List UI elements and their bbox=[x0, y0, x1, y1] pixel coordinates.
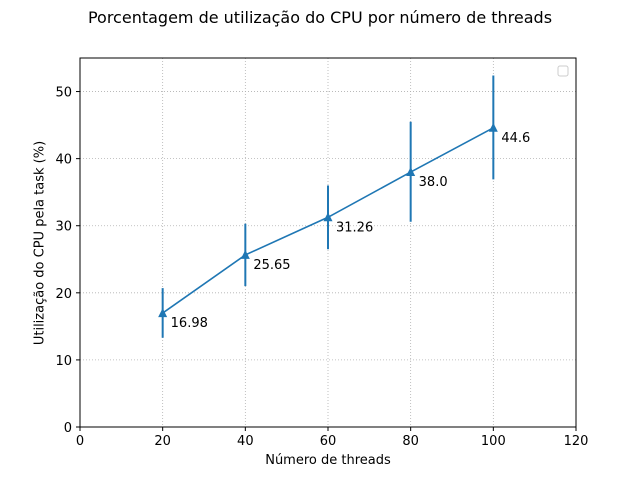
legend-box bbox=[557, 65, 569, 77]
y-tick-label: 0 bbox=[64, 421, 72, 436]
x-tick-label: 0 bbox=[76, 434, 84, 449]
data-point-marker bbox=[323, 212, 333, 222]
y-tick-label: 20 bbox=[55, 287, 72, 302]
data-point-marker bbox=[158, 308, 168, 318]
chart-title: Porcentagem de utilização do CPU por núm… bbox=[87, 8, 553, 27]
x-axis-label: Número de threads bbox=[265, 453, 391, 468]
data-point-marker bbox=[488, 122, 498, 132]
data-label: 31.26 bbox=[336, 220, 373, 235]
x-tick-label: 60 bbox=[320, 434, 337, 449]
data-label: 16.98 bbox=[171, 316, 208, 331]
data-label: 25.65 bbox=[253, 258, 290, 273]
data-label: 38.0 bbox=[419, 175, 448, 190]
data-point-marker bbox=[406, 167, 416, 177]
data-label: 44.6 bbox=[501, 131, 530, 146]
y-axis-label: Utilização do CPU pela task (%) bbox=[32, 140, 48, 346]
x-tick-label: 100 bbox=[481, 434, 506, 449]
y-tick-label: 50 bbox=[55, 86, 72, 101]
y-tick-label: 30 bbox=[55, 220, 72, 235]
y-tick-label: 10 bbox=[55, 354, 72, 369]
y-tick-label: 40 bbox=[55, 153, 72, 168]
x-tick-label: 20 bbox=[154, 434, 171, 449]
x-tick-label: 40 bbox=[237, 434, 254, 449]
x-tick-label: 80 bbox=[402, 434, 419, 449]
data-point-marker bbox=[240, 249, 250, 259]
x-tick-label: 120 bbox=[564, 434, 589, 449]
